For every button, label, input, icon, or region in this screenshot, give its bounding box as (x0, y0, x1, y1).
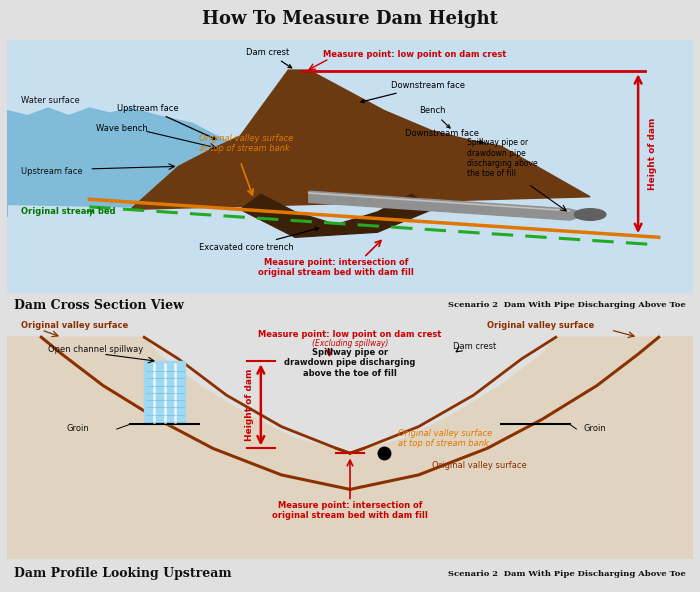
Text: Measure point: intersection of
original stream bed with dam fill: Measure point: intersection of original … (258, 258, 414, 277)
Text: Original valley surface: Original valley surface (21, 320, 128, 330)
Polygon shape (7, 108, 254, 217)
Polygon shape (144, 361, 186, 424)
Text: Downstream face: Downstream face (361, 81, 466, 103)
Text: Dam crest: Dam crest (453, 342, 496, 351)
Text: Spillway pipe or
drawdown pipe discharging
above the toe of fill: Spillway pipe or drawdown pipe dischargi… (284, 348, 416, 378)
Text: Original valley surface
at top of stream bank: Original valley surface at top of stream… (398, 429, 492, 448)
Polygon shape (213, 141, 267, 166)
Polygon shape (309, 191, 590, 220)
Polygon shape (240, 194, 433, 237)
Text: How To Measure Dam Height: How To Measure Dam Height (202, 10, 498, 28)
Text: Water surface: Water surface (21, 96, 80, 105)
Text: Dam Profile Looking Upstream: Dam Profile Looking Upstream (14, 567, 232, 580)
Text: Bench: Bench (419, 106, 450, 128)
Text: Downstream face: Downstream face (405, 129, 483, 143)
Text: Dam crest: Dam crest (246, 48, 292, 68)
Text: Open channel spillway: Open channel spillway (48, 345, 144, 353)
Circle shape (574, 208, 606, 220)
Polygon shape (7, 337, 693, 559)
Text: (Excluding spillway): (Excluding spillway) (312, 339, 388, 348)
Text: Original valley surface: Original valley surface (433, 461, 527, 469)
Text: Scenario 2  Dam With Pipe Discharging Above Toe: Scenario 2 Dam With Pipe Discharging Abo… (449, 570, 686, 578)
Text: Original valley surface: Original valley surface (487, 320, 594, 330)
Text: Dam Cross Section View: Dam Cross Section View (14, 299, 183, 312)
Polygon shape (7, 337, 693, 559)
Text: Wave bench: Wave bench (96, 124, 148, 133)
Text: Scenario 2  Dam With Pipe Discharging Above Toe: Scenario 2 Dam With Pipe Discharging Abo… (449, 301, 686, 310)
Text: Spillway pipe or
drawdown pipe
discharging above
the toe of fill: Spillway pipe or drawdown pipe dischargi… (467, 139, 537, 178)
Text: Groin: Groin (583, 424, 606, 433)
Text: Height of dam: Height of dam (245, 369, 254, 441)
Text: Measure point: intersection of
original stream bed with dam fill: Measure point: intersection of original … (272, 501, 428, 520)
Text: Groin: Groin (66, 424, 90, 433)
Text: Height of dam: Height of dam (648, 117, 657, 190)
Text: Excavated core trench: Excavated core trench (199, 227, 318, 252)
Text: Measure point: low point on dam crest: Measure point: low point on dam crest (258, 330, 442, 339)
Text: Original stream bed: Original stream bed (21, 207, 116, 217)
Text: Upstream face: Upstream face (21, 167, 83, 176)
Polygon shape (130, 70, 590, 210)
Text: Original valley surface
at top of stream bank: Original valley surface at top of stream… (199, 134, 293, 153)
Text: Measure point: low point on dam crest: Measure point: low point on dam crest (323, 50, 506, 59)
Text: Upstream face: Upstream face (117, 104, 216, 139)
